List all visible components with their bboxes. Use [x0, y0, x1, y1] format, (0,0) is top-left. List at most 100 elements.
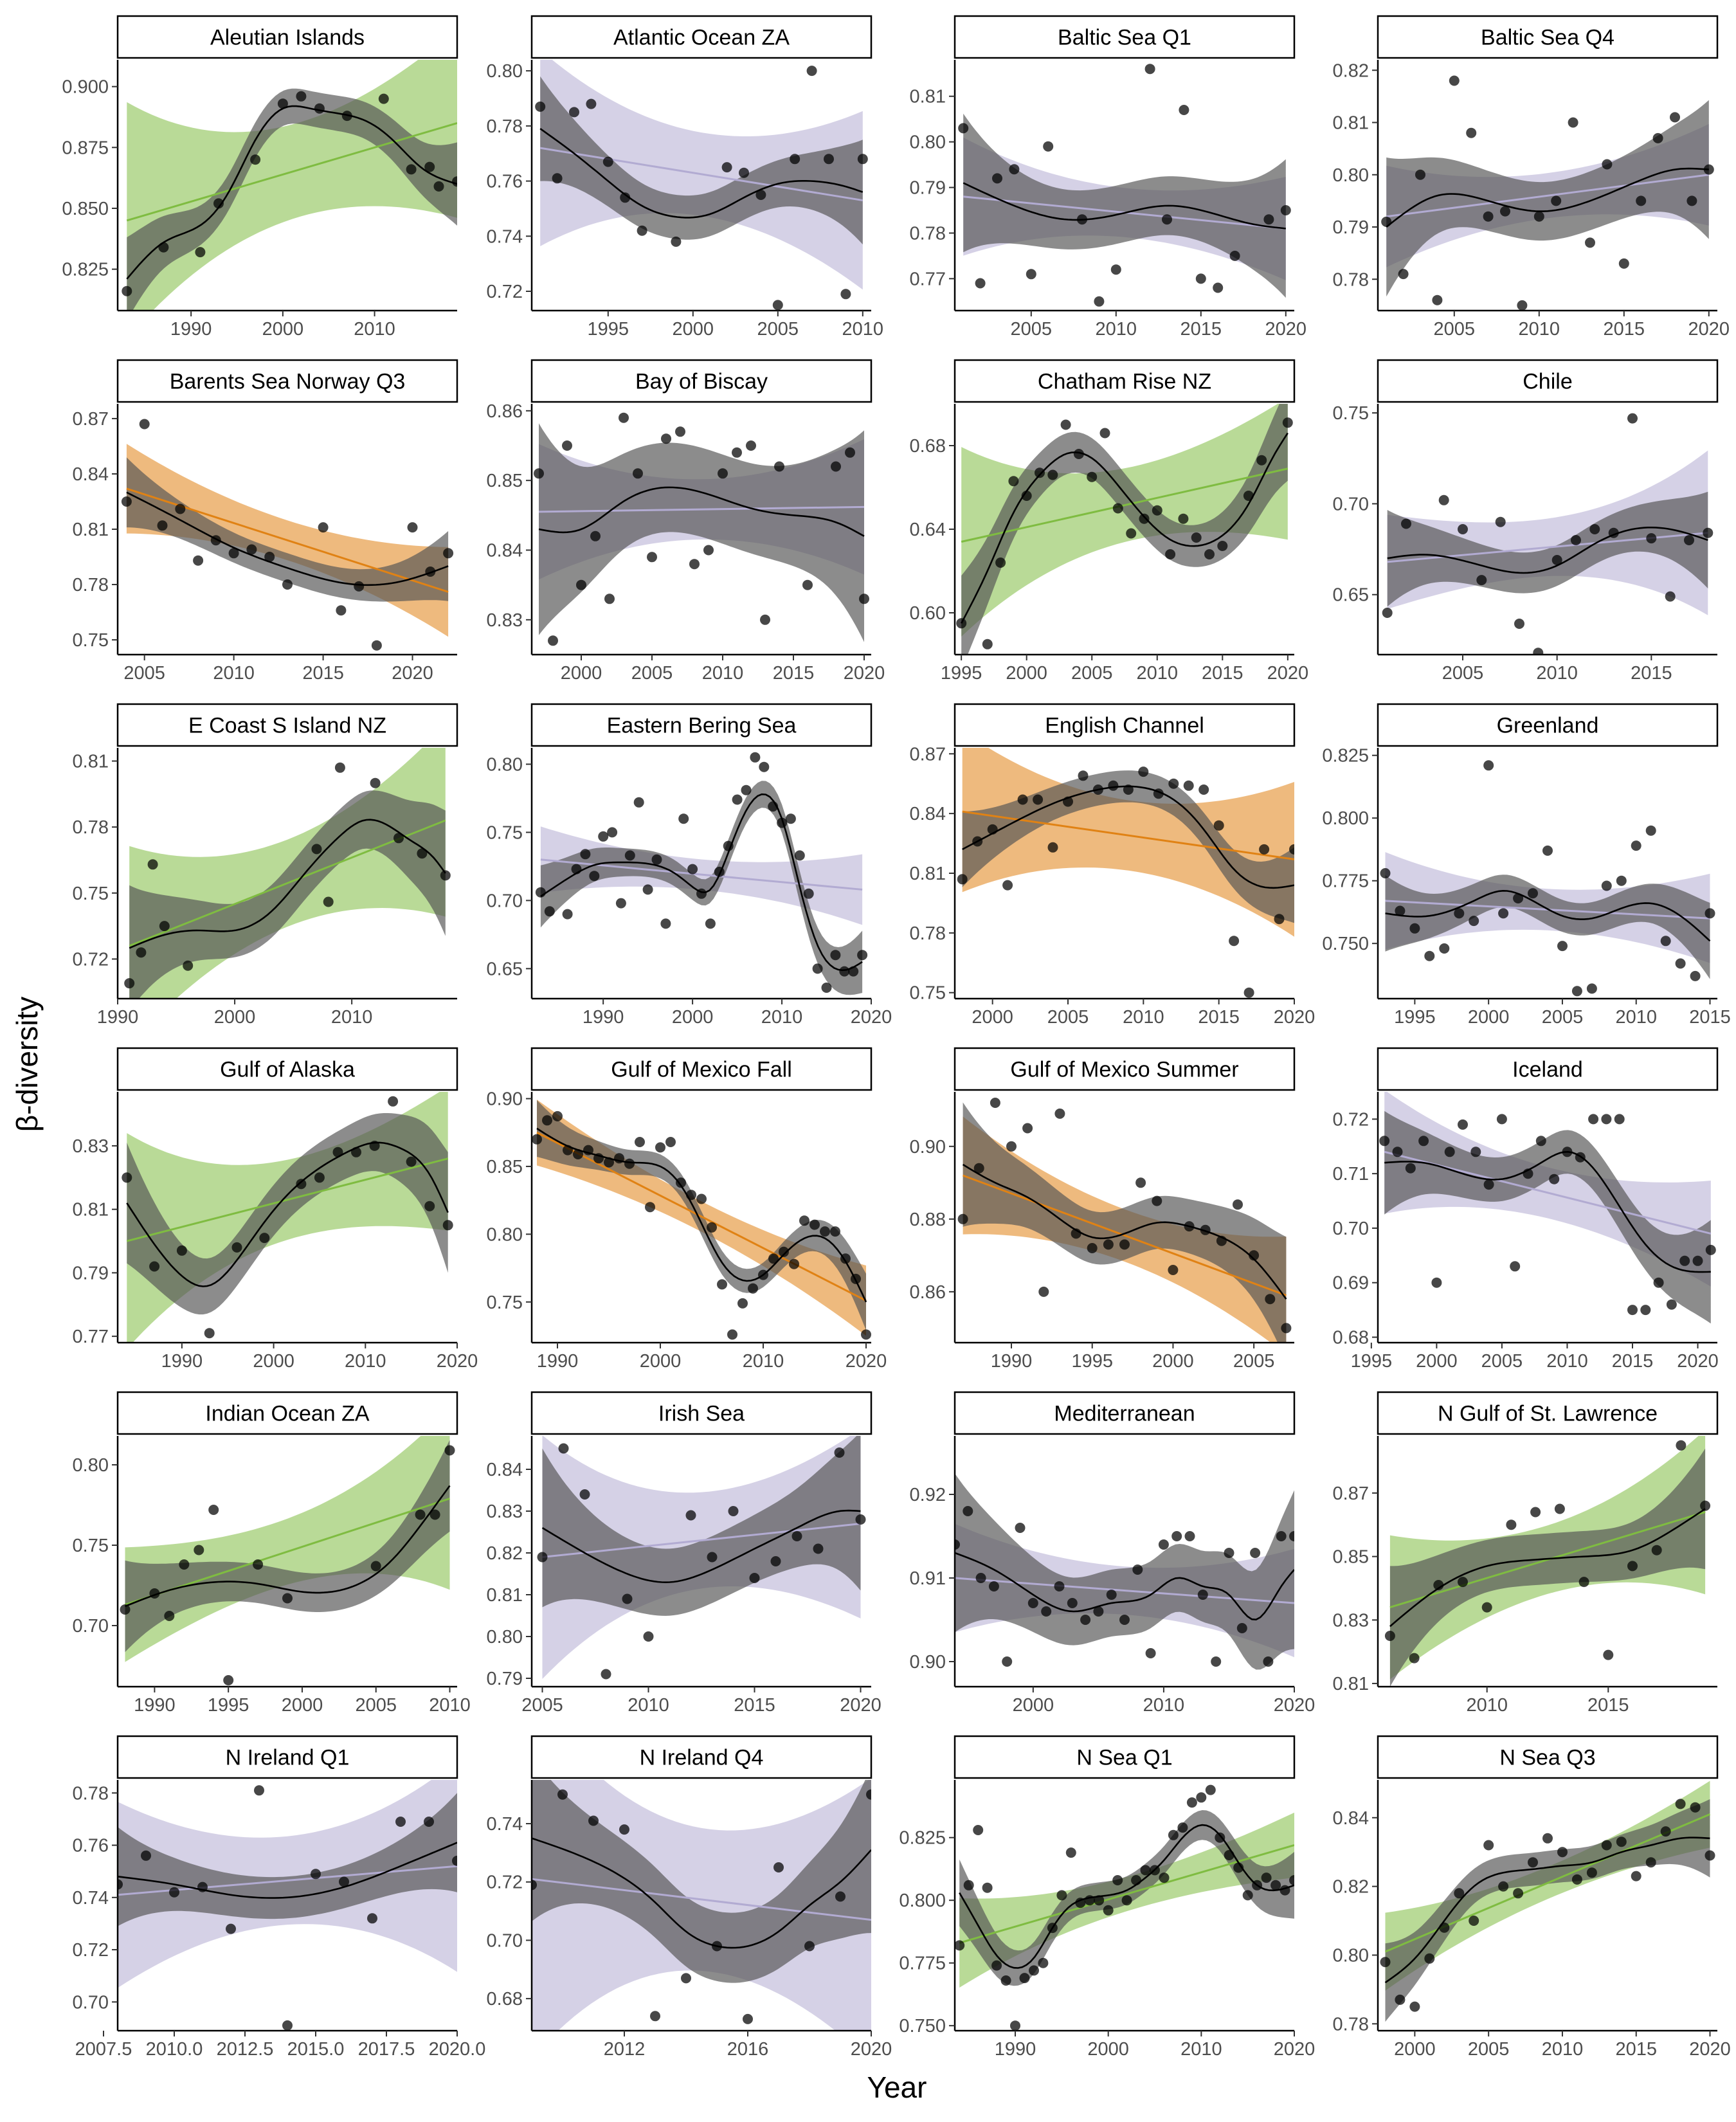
data-point — [557, 1789, 568, 1800]
gam-ci-band — [532, 1780, 871, 1983]
data-point — [1627, 413, 1638, 424]
data-point — [424, 1201, 435, 1211]
x-tick-label: 2015 — [773, 663, 815, 684]
data-point — [1126, 528, 1137, 539]
strip-box — [954, 15, 1296, 59]
data-point — [535, 101, 546, 112]
data-point — [774, 461, 784, 472]
x-tick-label: 2005 — [521, 1695, 563, 1716]
x-tick-label: 2000 — [1087, 2039, 1129, 2060]
x-tick-label: 2010 — [1536, 663, 1578, 684]
data-point — [208, 1505, 219, 1515]
data-point — [802, 579, 813, 590]
data-point — [1080, 1615, 1091, 1625]
data-point — [1554, 1503, 1565, 1514]
x-tick-label: 2010 — [1615, 1007, 1657, 1028]
data-point — [840, 1253, 851, 1264]
x-tick-label: 2020 — [1267, 663, 1309, 684]
x-tick-label: 2000 — [672, 1007, 714, 1028]
y-tick-label: 0.80 — [1333, 1945, 1369, 1966]
y-tick-label: 0.75 — [910, 983, 946, 1004]
plot-area — [535, 60, 868, 311]
data-point — [620, 192, 631, 203]
data-point — [1528, 1857, 1538, 1868]
data-point — [1289, 1531, 1294, 1541]
data-point — [604, 594, 615, 604]
strip-label: Barents Sea Norway Q3 — [170, 370, 406, 394]
data-point — [1523, 1168, 1533, 1179]
gam-smooth-line — [126, 491, 449, 586]
data-point — [990, 1098, 1000, 1108]
data-point — [1535, 1136, 1546, 1147]
data-point — [820, 1226, 830, 1237]
plot-area — [1380, 1781, 1715, 2022]
data-point — [1470, 1147, 1481, 1157]
data-point — [452, 176, 457, 187]
y-tick-label: 0.82 — [1333, 1877, 1369, 1898]
data-point — [1571, 986, 1582, 997]
strip-box — [1377, 1047, 1719, 1091]
data-point — [1211, 1656, 1222, 1667]
gam-ci-band — [1384, 1111, 1711, 1324]
data-point — [768, 801, 779, 812]
data-point — [1551, 555, 1562, 565]
linear-trend-line — [129, 819, 446, 947]
data-point — [121, 496, 132, 507]
data-point — [157, 520, 168, 531]
x-tick-label: 2005 — [1011, 319, 1053, 340]
x-tick-label: 2000 — [1394, 2039, 1436, 2060]
data-point — [1392, 1147, 1403, 1157]
data-point — [210, 535, 221, 546]
data-point — [1395, 905, 1406, 916]
data-point — [1603, 1649, 1614, 1660]
panel-gulf-of-mexico-fall: Gulf of Mexico Fall 0.75 0.80 0.85 0.90 1990 2… — [487, 1047, 887, 1372]
data-point — [1198, 784, 1209, 795]
data-point — [804, 1941, 815, 1952]
data-point — [1123, 784, 1134, 795]
strip-label: Aleutian Islands — [210, 26, 365, 50]
data-point — [1270, 1880, 1281, 1891]
data-point — [1047, 469, 1058, 480]
y-tick-label: 0.80 — [1333, 165, 1369, 186]
data-point — [443, 548, 454, 559]
x-tick-label: 1995 — [1394, 1007, 1436, 1028]
gam-ci-band — [1385, 875, 1710, 979]
data-point — [1585, 237, 1595, 248]
data-point — [707, 1552, 718, 1563]
data-point — [1586, 1867, 1597, 1878]
data-point — [1197, 1590, 1208, 1600]
x-tick-label: 2020 — [1265, 319, 1307, 340]
data-point — [1562, 1147, 1573, 1157]
data-point — [1243, 987, 1254, 998]
data-point — [714, 866, 725, 877]
data-point — [593, 1153, 604, 1164]
gam-ci-band — [1385, 1799, 1710, 2022]
plot-area — [532, 1100, 871, 1340]
data-point — [429, 1509, 440, 1520]
y-tick-label: 0.64 — [910, 520, 946, 540]
strip-label: Greenland — [1497, 714, 1599, 738]
y-tick-label: 0.68 — [1333, 1328, 1369, 1348]
plot-area — [1381, 75, 1714, 311]
panel-chile: Chile 0.65 0.70 0.75 2005 2010 2015 — [1333, 359, 1719, 684]
data-point — [351, 1147, 361, 1157]
gam-smooth-line — [961, 432, 1288, 624]
x-tick-label: 2010 — [743, 1351, 784, 1372]
data-point — [532, 1880, 537, 1891]
data-point — [231, 1242, 242, 1253]
x-tick-label: 2015 — [1631, 663, 1672, 684]
data-point — [1568, 117, 1578, 128]
data-point — [323, 896, 334, 907]
y-tick-label: 0.81 — [73, 752, 109, 772]
y-tick-label: 0.775 — [899, 1954, 946, 1974]
x-tick-label: 2010 — [842, 319, 884, 340]
x-tick-label: 2020.0 — [429, 2039, 486, 2060]
data-point — [226, 1923, 236, 1934]
data-point — [743, 2013, 753, 2024]
data-point — [1500, 206, 1510, 217]
data-point — [1000, 1975, 1011, 1986]
data-point — [1454, 1888, 1465, 1899]
x-tick-label: 2000 — [640, 1351, 682, 1372]
data-point — [1651, 1545, 1662, 1555]
x-tick-label: 2005 — [757, 319, 799, 340]
